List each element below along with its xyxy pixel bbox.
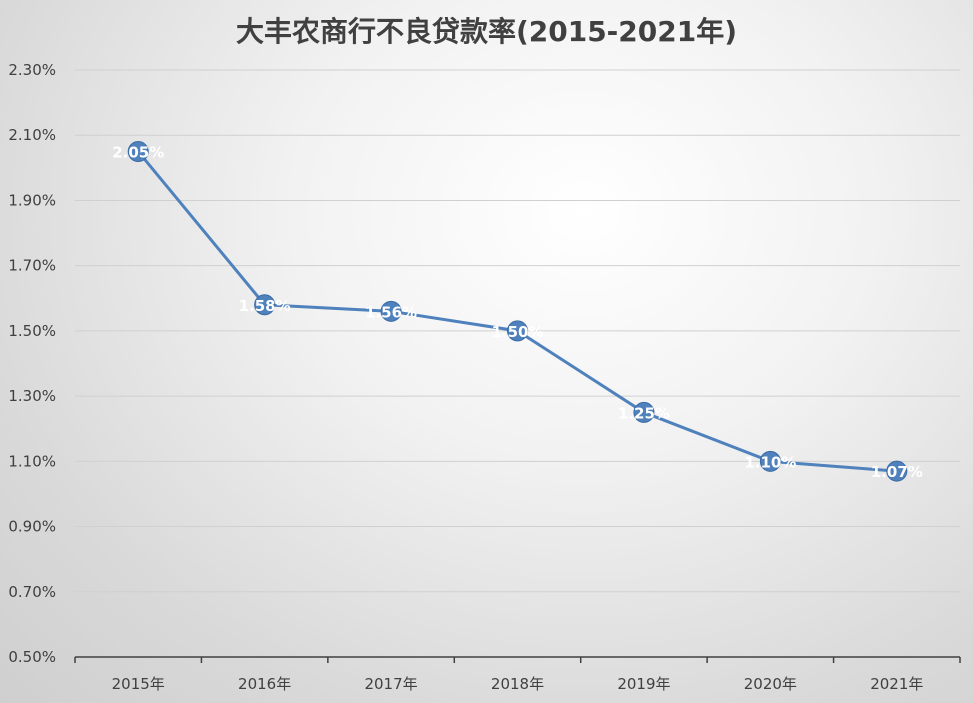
y-tick-label: 1.10% xyxy=(8,452,56,470)
data-point xyxy=(507,320,528,342)
series-layer xyxy=(127,141,908,482)
x-tick-label: 2018年 xyxy=(491,675,544,693)
data-label: 1.56% xyxy=(365,303,417,321)
x-tick-label: 2017年 xyxy=(364,675,417,693)
y-tick-label: 0.50% xyxy=(8,648,56,666)
y-tick-label: 1.30% xyxy=(8,387,56,405)
y-tick-label: 1.70% xyxy=(8,257,56,275)
data-label: 1.10% xyxy=(744,453,796,471)
data-label: 2.05% xyxy=(112,144,164,162)
data-label: 1.25% xyxy=(618,404,670,422)
y-tick-label: 0.70% xyxy=(8,583,56,601)
axes: 0.50% 0.70% 0.90% 1.10% 1.30% 1.50% 1.70% 1.90%… xyxy=(8,61,961,693)
data-label: 1.50% xyxy=(491,323,543,341)
data-point xyxy=(127,141,149,163)
chart-title: 大丰农商行不良贷款率(2015-2021年) xyxy=(235,15,738,48)
data-point xyxy=(633,401,655,423)
x-tick-label: 2020年 xyxy=(744,675,797,693)
x-tick-label: 2021年 xyxy=(870,675,923,693)
data-label: 1.58% xyxy=(239,297,291,315)
data-point xyxy=(380,300,402,322)
data-labels: 2.05% 1.58% 1.56% 1.50% 1.25% 1.10% 1.07% xyxy=(112,144,923,482)
x-tick-label: 2016年 xyxy=(238,675,291,693)
data-point xyxy=(254,294,276,316)
x-tick-label: 2019年 xyxy=(617,675,670,693)
data-point xyxy=(886,460,908,482)
data-label: 1.07% xyxy=(871,463,923,481)
y-tick-label: 1.50% xyxy=(8,322,56,340)
y-tick-label: 0.90% xyxy=(8,518,56,536)
y-tick-label: 1.90% xyxy=(8,191,56,209)
gridlines xyxy=(75,69,960,593)
data-point xyxy=(759,450,781,472)
y-tick-label: 2.10% xyxy=(8,126,56,144)
x-tick-label: 2015年 xyxy=(112,675,165,693)
y-tick-label: 2.30% xyxy=(8,61,56,79)
